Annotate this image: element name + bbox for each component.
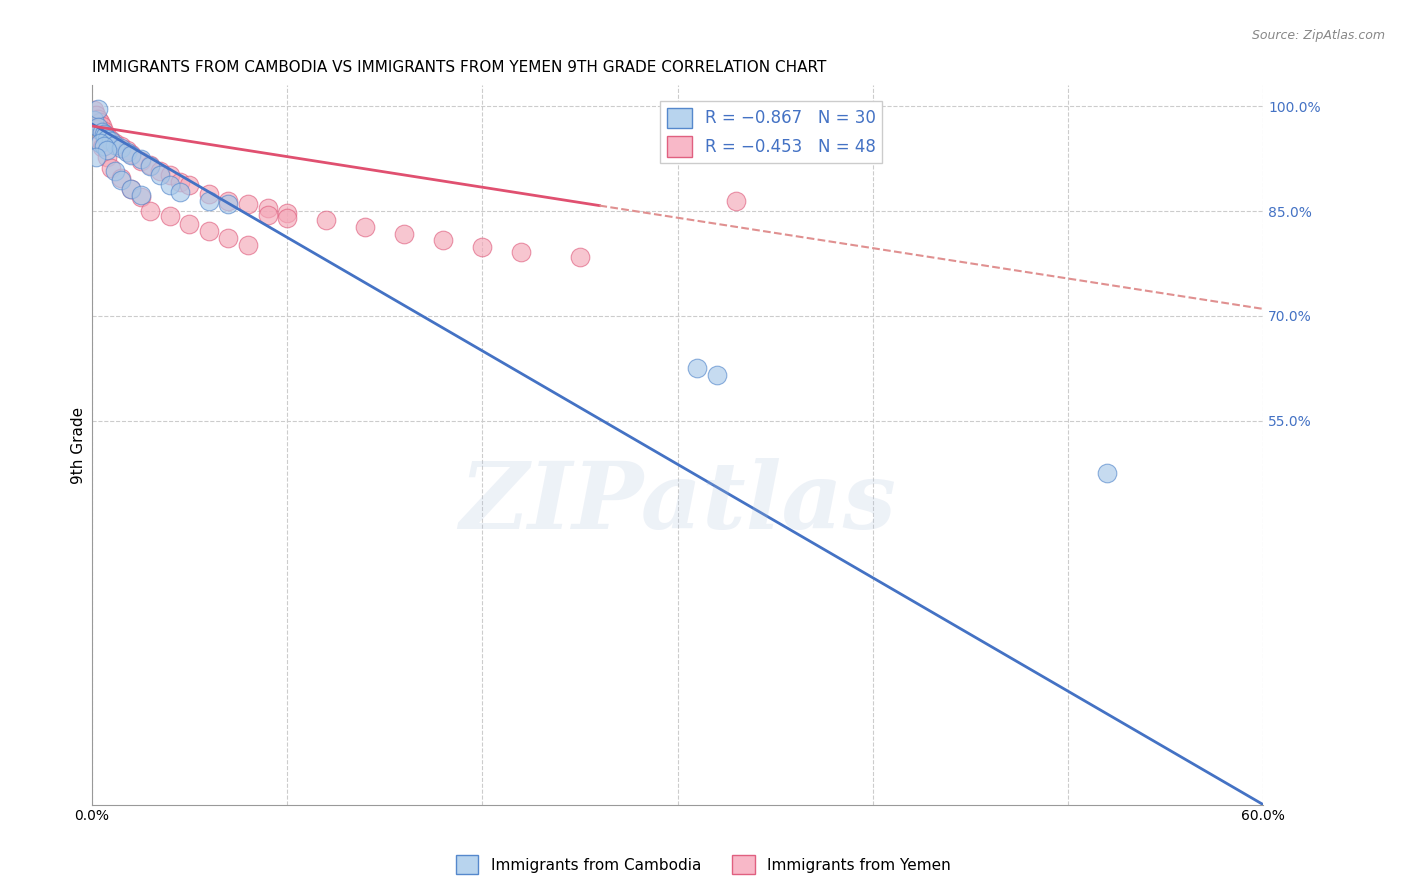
Point [139,159,162,173]
Point [179,217,201,231]
Point [169,175,191,189]
Point [256,208,278,222]
Point [96,128,118,143]
Text: IMMIGRANTS FROM CAMBODIA VS IMMIGRANTS FROM YEMEN 9TH GRADE CORRELATION CHART: IMMIGRANTS FROM CAMBODIA VS IMMIGRANTS F… [91,60,827,75]
Point [93,139,115,153]
Point [217,197,239,211]
Point [84,108,107,122]
Point [392,227,415,241]
Point [86,131,108,145]
Point [120,148,142,162]
Point [104,163,127,178]
Point [198,224,221,238]
Point [236,237,259,252]
Point [159,209,181,223]
Point [96,132,118,146]
Point [179,178,201,192]
Point [354,219,377,234]
Point [120,182,142,196]
Point [110,173,132,187]
Point [149,168,172,182]
Point [90,119,112,133]
Point [100,134,122,148]
Point [139,204,162,219]
Point [217,230,239,244]
Y-axis label: 9th Grade: 9th Grade [72,407,86,483]
Point [86,120,108,135]
Point [568,250,591,264]
Text: ZIPatlas: ZIPatlas [458,458,896,548]
Point [110,170,132,185]
Point [90,125,112,139]
Point [93,124,115,138]
Point [256,201,278,215]
Point [100,161,122,175]
Point [236,197,259,211]
Point [115,145,138,159]
Point [94,128,117,142]
Point [129,188,152,202]
Point [159,178,181,192]
Point [706,368,728,383]
Point [198,194,221,208]
Point [84,121,107,136]
Point [725,194,748,208]
Point [94,129,117,144]
Point [83,113,105,128]
Point [471,240,494,254]
Point [86,112,108,126]
Point [159,168,181,182]
Point [315,212,337,227]
Point [1095,466,1118,480]
Point [198,186,221,201]
Point [129,153,152,168]
Point [217,194,239,208]
Point [96,150,118,164]
Point [100,133,122,147]
Point [93,128,115,142]
Legend: Immigrants from Cambodia, Immigrants from Yemen: Immigrants from Cambodia, Immigrants fro… [450,849,956,880]
Point [129,153,152,167]
Point [96,143,118,157]
Point [84,150,107,164]
Point [510,244,533,259]
Point [115,143,138,157]
Point [169,185,191,199]
Point [83,103,105,117]
Point [432,234,454,248]
Point [89,115,111,129]
Point [104,136,127,150]
Point [686,361,709,376]
Point [139,158,162,172]
Text: Source: ZipAtlas.com: Source: ZipAtlas.com [1251,29,1385,42]
Point [89,136,111,150]
Point [110,138,132,153]
Point [104,137,127,152]
Point [129,190,152,204]
Point [120,147,142,161]
Point [86,102,108,116]
Legend: R = −0.867   N = 30, R = −0.453   N = 48: R = −0.867 N = 30, R = −0.453 N = 48 [659,101,883,163]
Point [276,211,298,226]
Point [149,163,172,178]
Point [90,140,112,154]
Point [276,205,298,219]
Point [110,141,132,155]
Point [120,182,142,196]
